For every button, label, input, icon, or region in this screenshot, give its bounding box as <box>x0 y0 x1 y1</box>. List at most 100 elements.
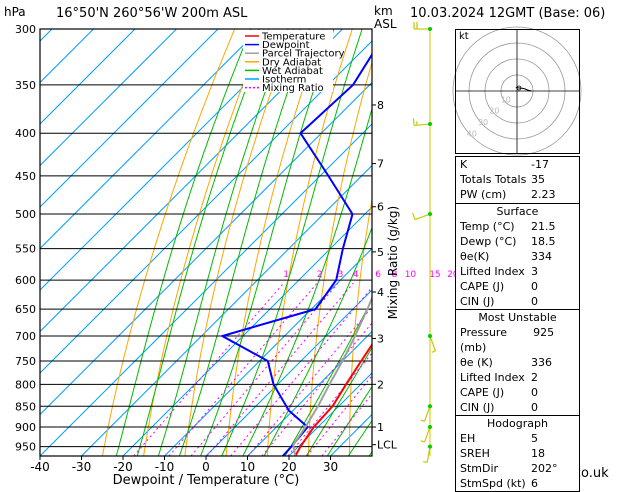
wind-barb <box>425 406 430 421</box>
row-value: 18 <box>531 446 575 461</box>
pressure-tick-label: 800 <box>15 378 36 391</box>
wind-barb <box>430 336 435 351</box>
table-row: SREH 18 <box>456 446 579 461</box>
row-label: StmSpd (kt) <box>460 476 526 491</box>
row-value: 3 <box>531 264 575 279</box>
table-row: θe (K)336 <box>456 355 579 370</box>
wind-barb-point <box>428 425 432 429</box>
pressure-tick-label: 700 <box>15 330 36 343</box>
wind-barb-half-flag <box>423 462 427 463</box>
row-value: 21.5 <box>531 219 575 234</box>
isotherm-line <box>0 29 426 456</box>
legend-label-mixing-ratio: Mixing Ratio <box>262 83 324 94</box>
row-value: 2.23 <box>531 187 575 202</box>
location-title: 16°50'N 260°56'W 200m ASL <box>56 6 247 21</box>
pressure-tick-label: 300 <box>15 23 36 36</box>
km-tick-label: 5 <box>377 246 384 259</box>
pressure-unit-label: hPa <box>4 5 26 19</box>
wind-barb-half-flag <box>421 420 425 421</box>
pressure-tick-label: 550 <box>15 243 36 256</box>
pressure-tick-label: 650 <box>15 303 36 316</box>
x-axis-title: Dewpoint / Temperature (°C) <box>113 473 300 486</box>
row-value: 18.5 <box>531 234 575 249</box>
km-tick-label: 8 <box>377 99 384 112</box>
pressure-tick-label: 400 <box>15 127 36 140</box>
row-label: Totals Totals <box>460 172 526 187</box>
hodograph-title: Hodograph <box>456 416 579 431</box>
dry-adiabat-line <box>608 29 629 456</box>
wind-barb-point <box>428 27 432 31</box>
wind-barbs <box>413 22 436 462</box>
indices-table: K -17 Totals Totals 35 PW (cm) 2.23 Surface T… <box>455 156 580 492</box>
mixing-ratio-label: 15 <box>429 270 440 280</box>
x-tick-label: 30 <box>323 460 338 474</box>
table-row: θe(K) 334 <box>456 249 579 264</box>
mixing-ratio-label: 2 <box>317 270 323 280</box>
asl-unit-label: ASL <box>374 17 397 31</box>
row-label: EH <box>460 431 475 446</box>
km-unit-label: km <box>374 4 393 18</box>
row-label: Temp (°C) <box>460 219 515 234</box>
table-row: CIN (J)0 <box>456 294 579 309</box>
row-label: K <box>460 157 467 172</box>
wind-barb-point <box>428 334 432 338</box>
row-value: -17 <box>531 157 575 172</box>
table-row: StmSpd (kt)6 <box>456 476 579 491</box>
wind-barb-flag <box>413 118 414 125</box>
pressure-tick-label: 600 <box>15 274 36 287</box>
datetime-title: 10.03.2024 12GMT (Base: 06) <box>410 6 605 21</box>
x-tick-label: -40 <box>30 460 50 474</box>
row-label: θe(K) <box>460 249 489 264</box>
mixing-ratio-label: 1 <box>283 270 289 280</box>
surface-title: Surface <box>456 204 579 219</box>
wet-adiabat-line <box>114 29 251 465</box>
km-tick-label: 3 <box>377 333 384 346</box>
dry-adiabat-line <box>102 29 234 456</box>
row-label: StmDir <box>460 461 498 476</box>
pressure-tick-label: 500 <box>15 208 36 221</box>
table-row: CAPE (J)0 <box>456 385 579 400</box>
pressure-tick-label: 900 <box>15 421 36 434</box>
mixing-ratio-label: 6 <box>375 270 381 280</box>
row-value: 35 <box>531 172 575 187</box>
wind-barb-flag <box>413 213 415 220</box>
row-label: SREH <box>460 446 490 461</box>
dry-adiabat-line <box>144 29 265 456</box>
wind-barb-half-flag <box>421 441 425 442</box>
sounding-series <box>222 29 474 456</box>
km-tick-label: 4 <box>377 286 384 299</box>
hodograph-frame <box>455 29 580 154</box>
km-tick-label: LCL <box>377 439 398 452</box>
row-value: 334 <box>531 249 575 264</box>
row-label: Lifted Index <box>460 370 525 385</box>
wind-barb-point <box>428 212 432 216</box>
mixing-ratio-label: 4 <box>353 270 359 280</box>
x-tick-label: 20 <box>281 460 296 474</box>
km-tick-label: 1 <box>377 421 384 434</box>
wet-adiabat-line <box>176 29 310 465</box>
row-value: 0 <box>531 279 575 294</box>
km-tick-label: 7 <box>377 158 384 171</box>
table-row: Totals Totals 35 <box>456 172 579 187</box>
row-label: CAPE (J) <box>460 279 504 294</box>
table-row: CAPE (J) 0 <box>456 279 579 294</box>
mixing-ratio-axis-title: Mixing Ratio (g/kg) <box>386 206 400 319</box>
row-label: CAPE (J) <box>460 385 504 400</box>
wet-adiabat-line <box>259 29 436 465</box>
row-label: CIN (J) <box>460 400 494 415</box>
row-label: Pressure (mb) <box>460 325 533 355</box>
x-tick-label: -10 <box>155 460 175 474</box>
table-row: K -17 <box>456 157 579 172</box>
row-label: PW (cm) <box>460 187 506 202</box>
pressure-tick-label: 450 <box>15 170 36 183</box>
row-value: 336 <box>531 355 575 370</box>
x-tick-label: -30 <box>72 460 92 474</box>
row-label: Lifted Index <box>460 264 525 279</box>
pressure-tick-label: 850 <box>15 400 36 413</box>
